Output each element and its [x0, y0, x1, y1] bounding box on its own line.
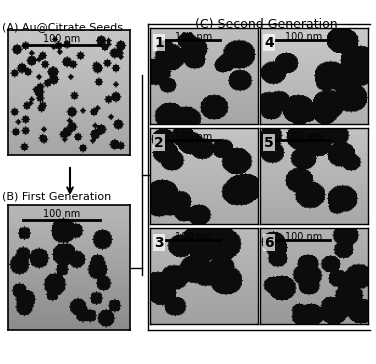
Text: 1: 1 [154, 36, 164, 50]
Text: 3: 3 [154, 236, 164, 250]
Text: 100 nm: 100 nm [174, 32, 212, 42]
Text: 100 nm: 100 nm [43, 34, 80, 44]
Text: 5: 5 [264, 136, 274, 150]
Text: 100 nm: 100 nm [174, 132, 212, 142]
Text: 4: 4 [264, 36, 274, 50]
Text: (A) Au@Citrate Seeds: (A) Au@Citrate Seeds [2, 22, 123, 32]
Text: 100 nm: 100 nm [285, 232, 322, 242]
Text: 100 nm: 100 nm [285, 32, 322, 42]
Text: (B) First Generation: (B) First Generation [2, 192, 111, 202]
Text: 100 nm: 100 nm [174, 232, 212, 242]
Text: (C) Second Generation: (C) Second Generation [195, 18, 337, 31]
Text: 2: 2 [154, 136, 164, 150]
Text: 100 nm: 100 nm [285, 132, 322, 142]
Text: 6: 6 [264, 236, 274, 250]
Text: 100 nm: 100 nm [43, 209, 80, 219]
